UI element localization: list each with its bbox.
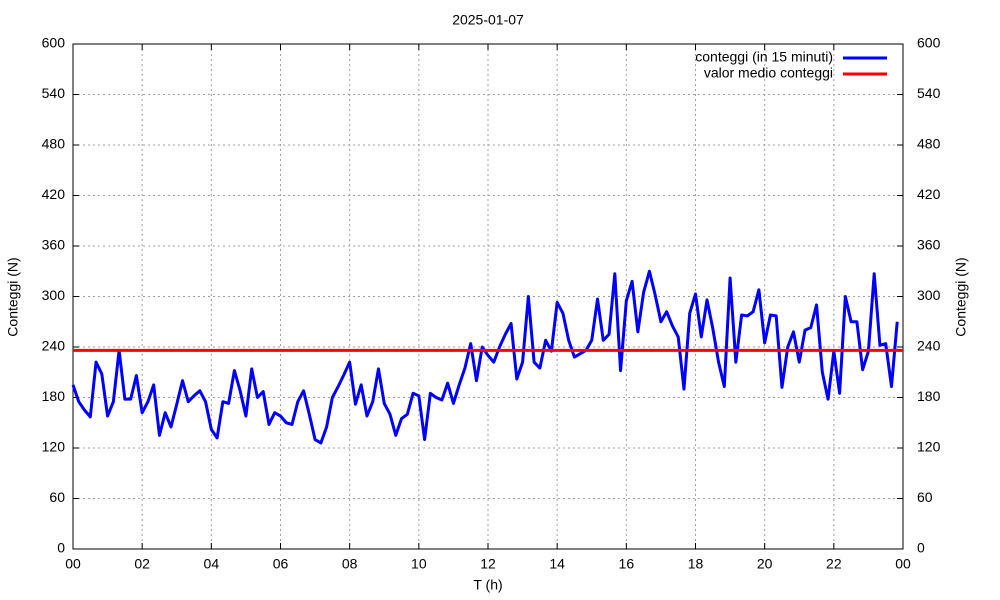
y2-tick-label: 480 xyxy=(917,136,941,152)
legend-label: valor medio conteggi xyxy=(704,65,833,81)
y2-tick-label: 0 xyxy=(917,540,925,556)
y2-tick-label: 60 xyxy=(917,489,933,505)
data-line xyxy=(71,269,899,445)
y2-tick-label: 600 xyxy=(917,35,941,51)
x-tick-label: 06 xyxy=(273,556,289,572)
plot-frame xyxy=(72,43,904,550)
y-tick-label: 0 xyxy=(57,540,65,556)
y-tick-label: 60 xyxy=(49,489,65,505)
y2-axis-label: Conteggi (N) xyxy=(953,257,969,336)
x-tick-label: 18 xyxy=(688,556,704,572)
x-tick-label: 12 xyxy=(480,556,496,572)
legend-label: conteggi (in 15 minuti) xyxy=(695,49,833,65)
y-tick-label: 420 xyxy=(42,186,66,202)
x-tick-label: 00 xyxy=(895,556,911,572)
y-tick-label: 300 xyxy=(42,287,66,303)
y-axis-label: Conteggi (N) xyxy=(5,257,21,336)
y2-tick-label: 180 xyxy=(917,388,941,404)
x-tick-label: 00 xyxy=(65,556,81,572)
x-tick-label: 20 xyxy=(757,556,773,572)
y-tick-label: 540 xyxy=(42,85,66,101)
x-tick-label: 04 xyxy=(204,556,220,572)
y2-tick-label: 540 xyxy=(917,85,941,101)
y-tick-label: 240 xyxy=(42,338,66,354)
x-tick-label: 08 xyxy=(342,556,358,572)
y-tick-label: 180 xyxy=(42,388,66,404)
chart-title: 2025-01-07 xyxy=(452,12,524,28)
y-tick-label: 120 xyxy=(42,439,66,455)
x-tick-label: 02 xyxy=(134,556,150,572)
x-tick-label: 22 xyxy=(826,556,842,572)
x-tick-label: 16 xyxy=(619,556,635,572)
x-tick-label: 10 xyxy=(411,556,427,572)
x-axis-label: T (h) xyxy=(473,577,502,593)
y2-tick-label: 300 xyxy=(917,287,941,303)
y-tick-label: 360 xyxy=(42,237,66,253)
y2-tick-label: 360 xyxy=(917,237,941,253)
y2-tick-label: 420 xyxy=(917,186,941,202)
x-tick-label: 14 xyxy=(549,556,565,572)
y-tick-label: 480 xyxy=(42,136,66,152)
y2-tick-label: 240 xyxy=(917,338,941,354)
y-tick-label: 600 xyxy=(42,35,66,51)
y2-tick-label: 120 xyxy=(917,439,941,455)
